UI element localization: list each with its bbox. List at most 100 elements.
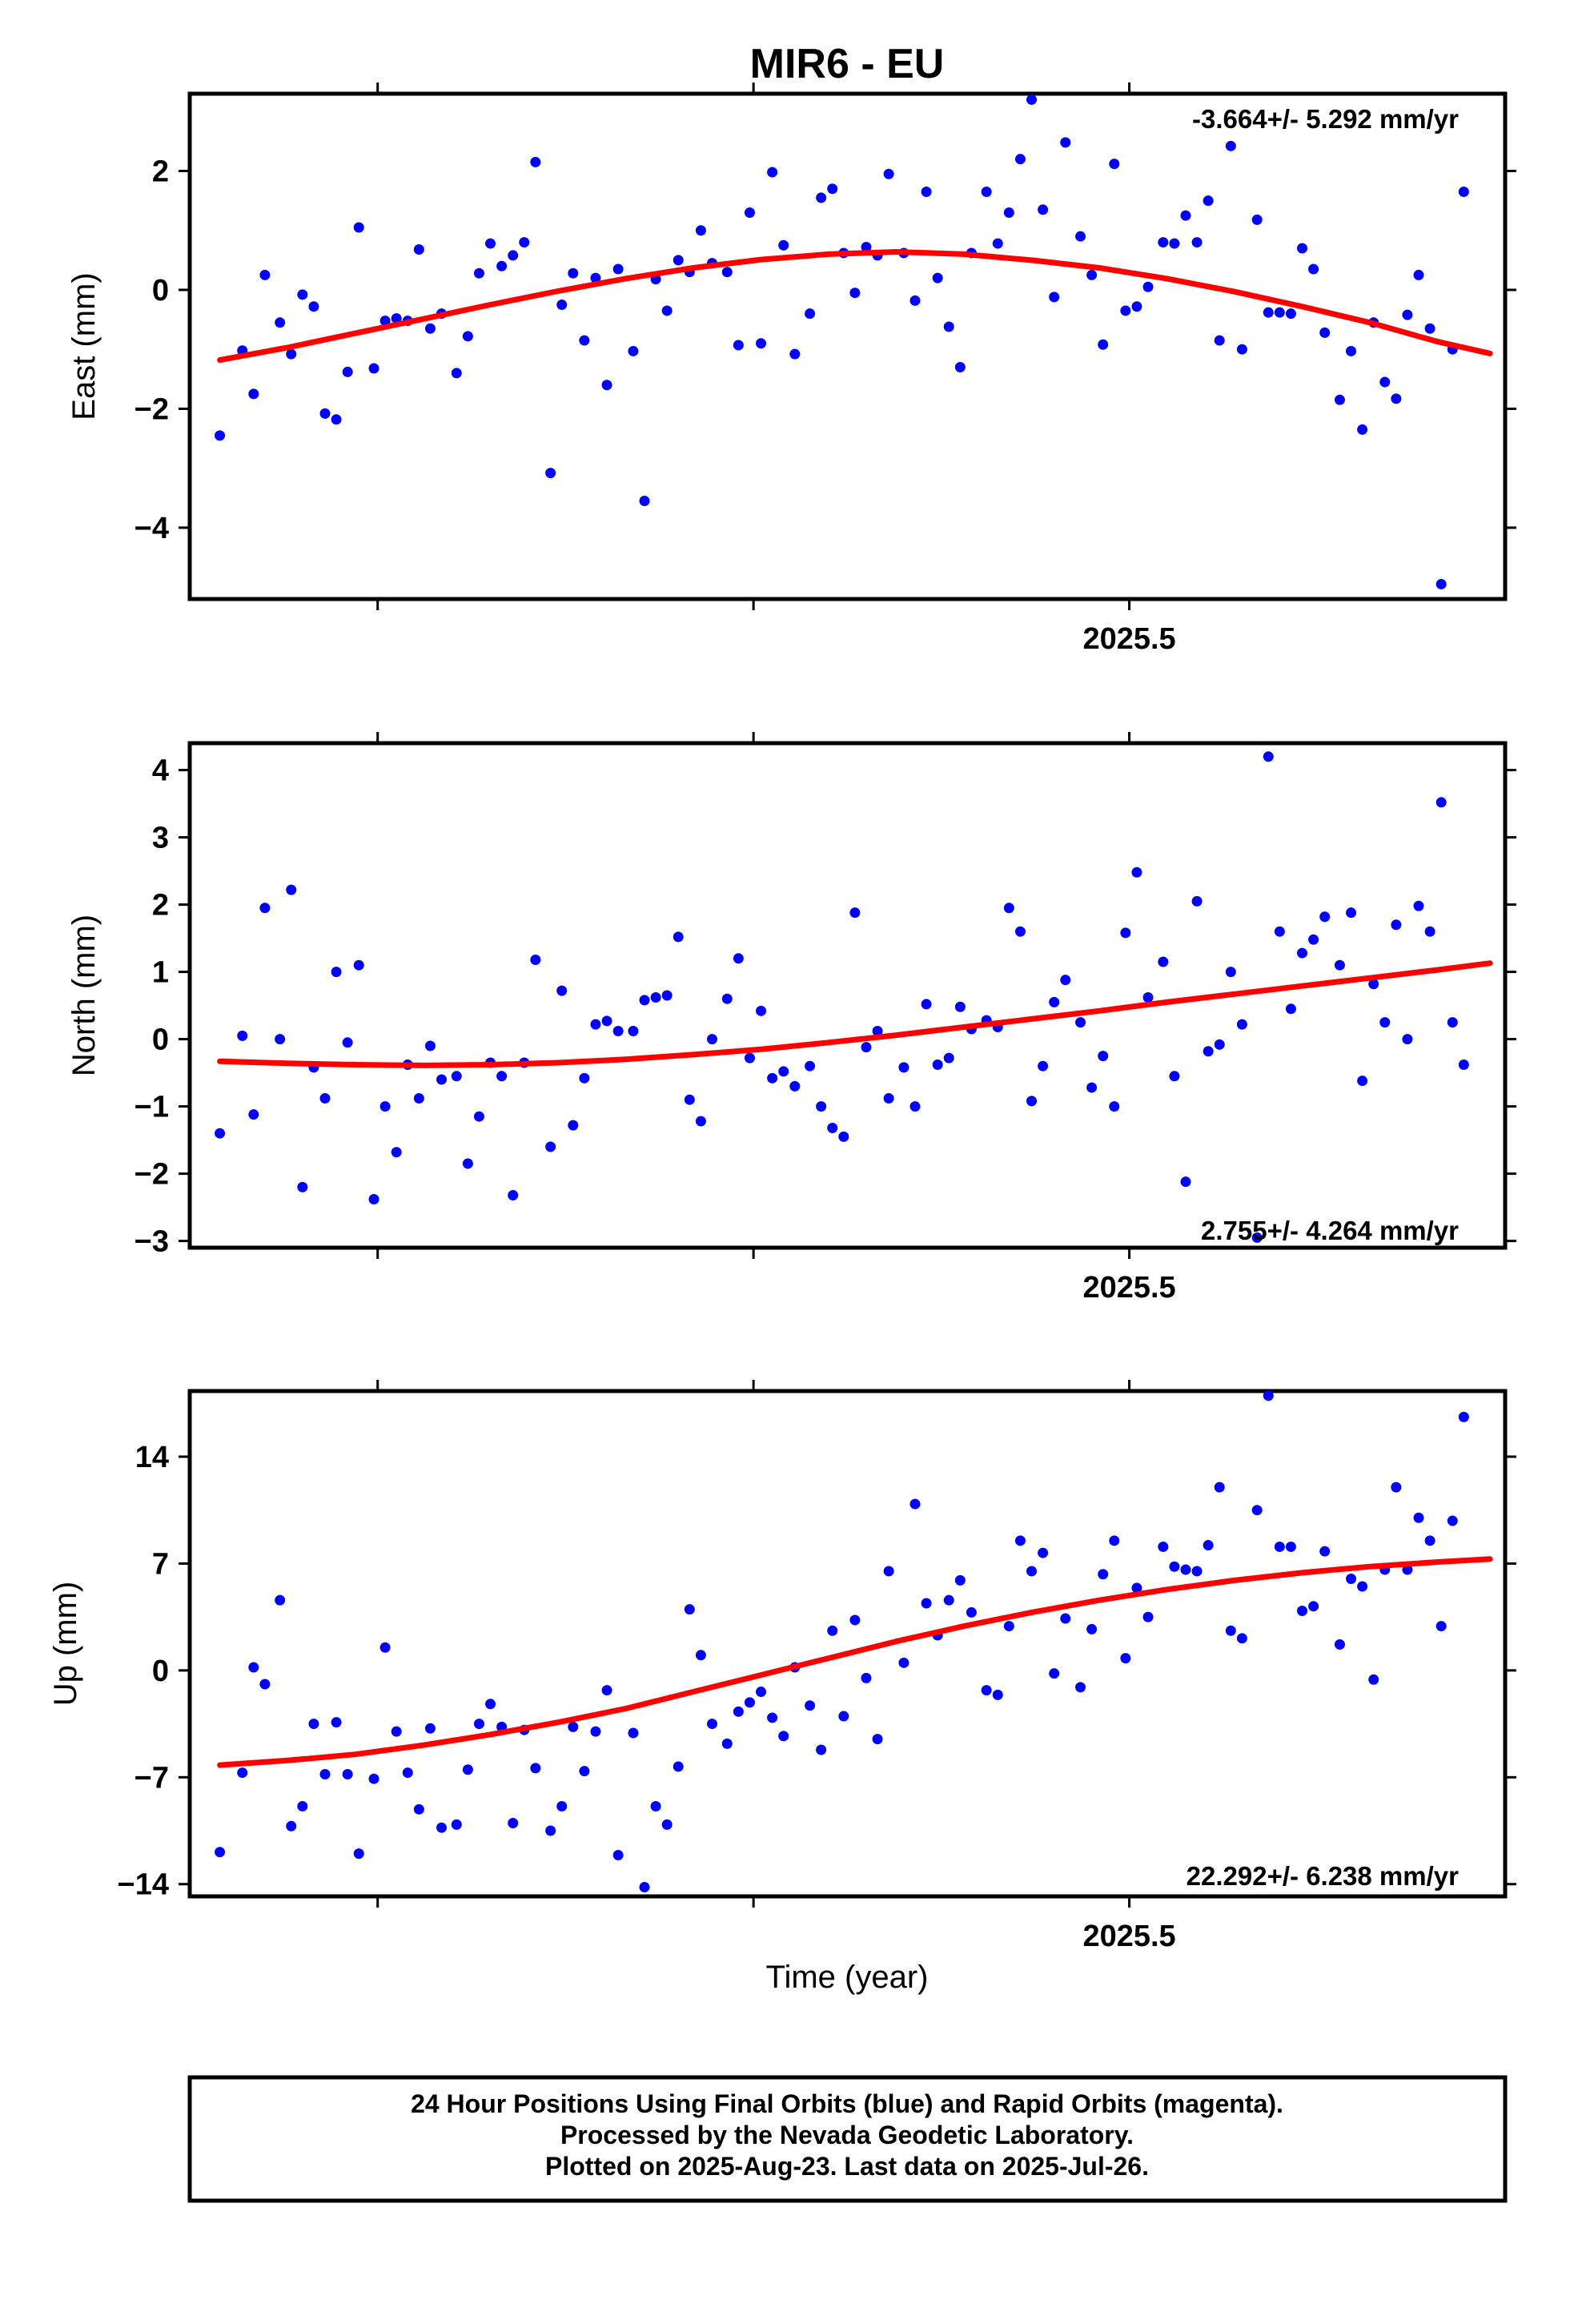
north-data-point [954,1001,966,1012]
up-data-point [1225,1625,1236,1636]
east-data-point [519,237,530,248]
north-data-point [1098,1051,1109,1062]
north-data-point [579,1072,590,1084]
north-data-point [436,1074,448,1085]
up-data-point [1236,1633,1247,1644]
north-data-point [331,967,342,978]
north-data-point [744,1052,755,1063]
east-data-point [1346,345,1357,356]
north-data-point [1308,934,1319,945]
caption-line-1: 24 Hour Positions Using Final Orbits (bl… [411,2089,1283,2118]
up-data-point [909,1498,921,1510]
east-data-point [319,408,331,419]
north-data-point [921,999,932,1010]
east-data-point [816,192,827,203]
east-ytick-label: −4 [135,512,169,545]
up-data-point [1109,1535,1120,1546]
east-data-point [943,321,954,332]
north-data-point [391,1147,402,1158]
east-data-point [1169,238,1180,249]
up-data-point [827,1625,838,1636]
up-data-point [1075,1682,1086,1693]
north-ytick-label: 3 [152,822,169,855]
north-data-point [733,953,744,964]
east-fit-curve [217,249,1493,364]
north-data-point [1049,996,1060,1007]
east-data-point [1131,301,1142,312]
up-data-point [1098,1569,1109,1580]
north-data-point [342,1037,353,1048]
north-data-point [508,1189,519,1200]
up-data-point [1368,1674,1379,1685]
east-data-point [1458,186,1469,197]
north-data-point [1003,903,1014,914]
east-data-point [568,267,579,279]
east-data-point [1263,307,1274,318]
east-data-point [1236,344,1247,355]
north-data-point [297,1181,308,1192]
up-data-point [485,1699,496,1710]
up-ytick-label: 14 [135,1441,169,1474]
up-data-point [673,1761,684,1772]
north-data-point [1203,1046,1214,1057]
north-data-point [424,1040,436,1051]
up-data-point [707,1719,718,1730]
x-axis-label: Time (year) [766,1960,929,1995]
plot-title: MIR6 - EU [750,41,945,87]
north-data-point [1297,947,1308,959]
east-data-point [1308,263,1319,275]
north-data-point [496,1071,508,1082]
east-data-point [1049,292,1060,303]
north-fit-curve [217,960,1493,1068]
east-rate-label: -3.664+/- 5.292 mm/yr [1192,104,1459,134]
caption-line-2: Processed by the Nevada Geodetic Laborat… [560,2121,1134,2149]
up-data-point [1169,1561,1180,1572]
up-data-point [1402,1564,1413,1575]
east-data-point [545,468,556,479]
north-data-point [1334,959,1345,971]
east-data-point [1038,204,1049,215]
east-data-point [215,430,226,441]
east-data-point [379,316,391,327]
east-data-point [286,348,297,360]
up-data-point [1142,1611,1154,1622]
east-data-point [579,335,590,346]
north-data-point [612,1026,624,1037]
up-data-point [849,1614,861,1626]
north-ytick-label: 4 [152,754,169,788]
up-data-point [1308,1601,1319,1612]
north-data-point [1274,926,1285,937]
east-panel: 2 0 −2 −4 2025.5 East (mm) -3.664+/- 5.292 mm/… [66,82,1516,656]
north-data-point [413,1093,424,1104]
north-data-point [756,1005,767,1016]
east-data-point [861,242,872,253]
up-data-point [954,1574,966,1586]
east-data-point [789,348,801,360]
east-data-point [695,225,706,236]
north-data-point [684,1094,695,1105]
east-data-point [1334,394,1345,405]
east-data-point [496,260,508,271]
east-data-point [508,250,519,261]
east-data-point [1120,305,1131,316]
east-data-point [1214,335,1225,346]
up-data-point [601,1685,612,1696]
north-data-point [1075,1017,1086,1028]
east-data-point [1014,154,1026,165]
north-data-point [1458,1059,1469,1071]
up-data-point [650,1801,661,1812]
up-data-point [778,1731,789,1742]
up-data-point [1285,1541,1296,1552]
up-data-point [1263,1390,1274,1401]
north-data-point [707,1034,718,1045]
up-data-point [721,1738,733,1749]
north-data-point [661,990,673,1001]
east-xtick-label: 2025.5 [1082,622,1175,656]
caption-line-3: Plotted on 2025-Aug-23. Last data on 202… [545,2152,1149,2181]
up-data-point [1435,1621,1447,1632]
up-data-point [921,1598,932,1609]
east-data-point [628,345,639,356]
north-data-point [601,1015,612,1027]
up-data-point [628,1727,639,1739]
